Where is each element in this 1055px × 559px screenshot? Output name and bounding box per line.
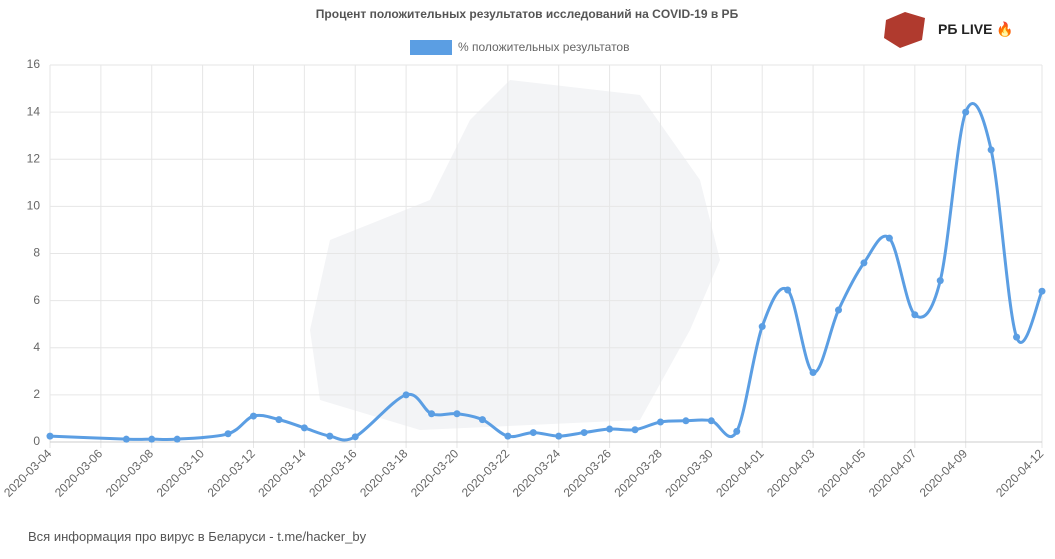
point <box>1013 333 1021 341</box>
point <box>300 424 308 432</box>
y-tick-label: 4 <box>33 340 40 354</box>
point <box>656 418 664 426</box>
x-tick-label: 2020-04-12 <box>993 446 1047 500</box>
x-tick-label: 2020-04-07 <box>866 446 920 500</box>
x-tick-label: 2020-04-03 <box>764 446 818 500</box>
point <box>148 435 156 443</box>
point <box>758 323 766 331</box>
x-tick-label: 2020-03-30 <box>662 446 716 500</box>
point <box>682 417 690 425</box>
point <box>860 259 868 267</box>
point <box>631 426 639 434</box>
y-tick-label: 6 <box>33 293 40 307</box>
watermark <box>310 80 720 430</box>
x-tick-label: 2020-03-16 <box>306 446 360 500</box>
point <box>326 432 334 440</box>
point <box>555 432 563 440</box>
point <box>784 286 792 294</box>
footer: Вся информация про вирус в Беларуси - t.… <box>28 529 367 544</box>
y-tick-label: 8 <box>33 246 40 260</box>
y-tick-label: 16 <box>27 57 41 71</box>
chart-title: Процент положительных результатов исслед… <box>316 7 739 21</box>
x-tick-label: 2020-03-24 <box>510 446 564 500</box>
x-tick-label: 2020-04-01 <box>713 446 767 500</box>
point <box>351 433 359 441</box>
point <box>275 416 283 424</box>
legend-swatch <box>410 40 452 55</box>
legend-label: % положительных результатов <box>458 40 629 54</box>
y-tick-label: 10 <box>27 199 41 213</box>
point <box>504 432 512 440</box>
y-tick-label: 0 <box>33 434 40 448</box>
y-tick-label: 14 <box>27 104 41 118</box>
x-tick-label: 2020-03-18 <box>357 446 411 500</box>
point <box>249 412 257 420</box>
x-tick-label: 2020-04-09 <box>917 446 971 500</box>
point <box>580 429 588 437</box>
x-tick-label: 2020-03-20 <box>408 446 462 500</box>
point <box>428 410 436 418</box>
point <box>122 435 130 443</box>
y-tick-label: 12 <box>27 151 41 165</box>
point <box>835 306 843 314</box>
x-tick-label: 2020-03-14 <box>255 446 309 500</box>
x-tick-label: 2020-03-08 <box>103 446 157 500</box>
point <box>911 311 919 319</box>
x-tick-label: 2020-03-06 <box>52 446 106 500</box>
point <box>707 417 715 425</box>
point <box>402 391 410 399</box>
logo <box>884 12 925 48</box>
x-tick-label: 2020-03-22 <box>459 446 513 500</box>
point <box>733 427 741 435</box>
point <box>809 368 817 376</box>
brand: РБ LIVE 🔥 <box>938 21 1014 38</box>
x-tick-label: 2020-03-28 <box>612 446 666 500</box>
point <box>46 432 54 440</box>
point <box>936 277 944 285</box>
point <box>453 410 461 418</box>
point <box>1038 287 1046 295</box>
point <box>606 425 614 433</box>
x-tick-label: 2020-03-12 <box>205 446 259 500</box>
x-tick-label: 2020-03-10 <box>154 446 208 500</box>
point <box>224 430 232 438</box>
point <box>478 416 486 424</box>
point <box>962 108 970 116</box>
point <box>987 146 995 154</box>
x-tick-label: 2020-03-26 <box>561 446 615 500</box>
point <box>885 234 893 242</box>
x-tick-label: 2020-04-05 <box>815 446 869 500</box>
point <box>529 429 537 437</box>
point <box>173 435 181 443</box>
x-tick-label: 2020-03-04 <box>1 446 55 500</box>
y-tick-label: 2 <box>33 387 40 401</box>
